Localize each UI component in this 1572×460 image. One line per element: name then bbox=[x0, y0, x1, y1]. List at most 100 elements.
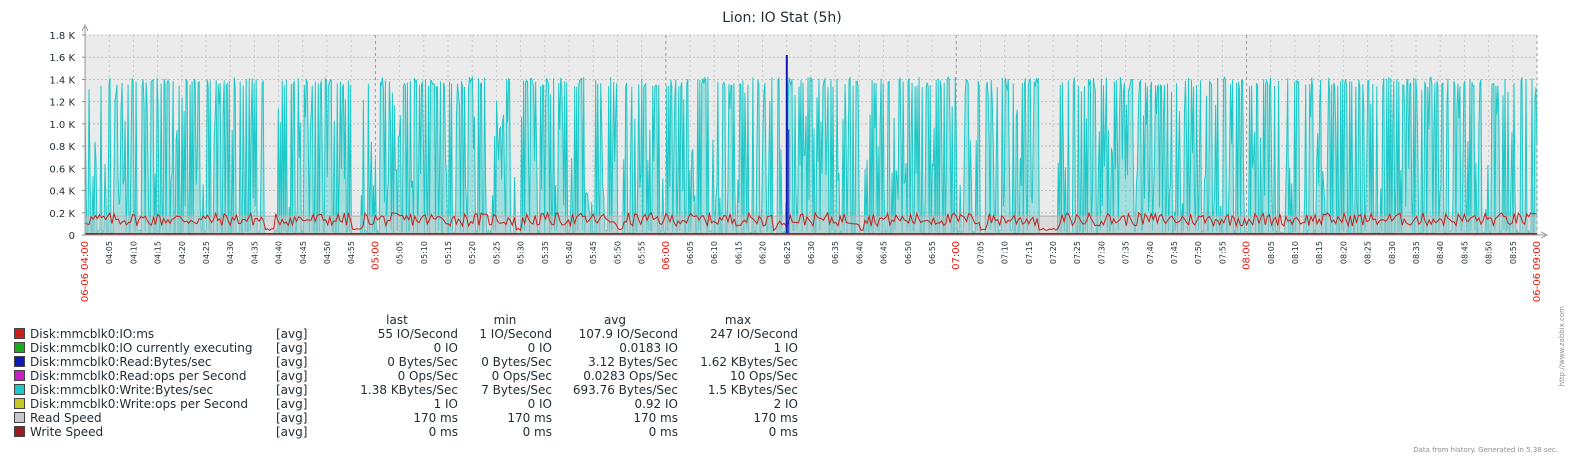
legend-max: 170 ms bbox=[753, 411, 798, 425]
x-tick-label: 04:30 bbox=[226, 241, 235, 264]
legend-min: 0 Ops/Sec bbox=[491, 369, 552, 383]
x-tick-label: 06:15 bbox=[734, 241, 743, 264]
x-tick-label: 08:25 bbox=[1364, 241, 1373, 264]
legend-max: 1 IO bbox=[773, 341, 798, 355]
x-tick-label: 05:00 bbox=[370, 241, 381, 270]
x-tick-label: 04:40 bbox=[275, 241, 284, 264]
x-tick-labels: 06-06 04:00 04:05 04:10 04:15 04:20 04:25 04:3… bbox=[80, 241, 1543, 302]
x-tick-label: 07:05 bbox=[976, 241, 985, 264]
legend-item: Disk:mmcblk0:IO currently executing bbox=[14, 341, 276, 355]
series-io-ms-line bbox=[84, 211, 1538, 232]
x-tick-label: 08:50 bbox=[1485, 241, 1494, 264]
legend-header-max: max bbox=[724, 313, 752, 327]
x-tick-label: 06-06 04:00 bbox=[80, 241, 91, 302]
legend-item-label: Write Speed bbox=[30, 425, 104, 439]
legend-item: Disk:mmcblk0:Write:Bytes/sec bbox=[14, 383, 276, 397]
legend-header-fn bbox=[276, 313, 336, 327]
legend-item: Disk:mmcblk0:IO:ms bbox=[14, 327, 276, 341]
series-write-bytes-line bbox=[84, 75, 1538, 236]
y-tick-label: 1.4 K bbox=[49, 75, 75, 86]
legend-swatch-magenta bbox=[14, 370, 25, 381]
legend-avg: 0.0183 IO bbox=[619, 341, 678, 355]
legend-min: 170 ms bbox=[507, 411, 552, 425]
legend-last: 55 IO/Second bbox=[377, 327, 458, 341]
legend-avg: 0.92 IO bbox=[634, 397, 678, 411]
x-tick-label: 07:25 bbox=[1073, 241, 1082, 264]
x-tick-label: 06-06 09:00 bbox=[1532, 241, 1543, 302]
legend-item: Read Speed bbox=[14, 411, 276, 425]
x-tick-label: 07:40 bbox=[1146, 241, 1155, 264]
legend-last: 0 Bytes/Sec bbox=[387, 355, 458, 369]
legend-header-min: min bbox=[493, 313, 517, 327]
x-tick-label: 04:20 bbox=[178, 241, 187, 264]
x-tick-label: 08:20 bbox=[1339, 241, 1348, 264]
legend-item-label: Disk:mmcblk0:Write:ops per Second bbox=[30, 397, 249, 411]
legend-item-label: Read Speed bbox=[30, 411, 102, 425]
x-tick-label: 06:30 bbox=[807, 241, 816, 264]
legend-swatch-red bbox=[14, 328, 25, 339]
legend-item: Disk:mmcblk0:Read:ops per Second bbox=[14, 369, 276, 383]
x-axis-arrow-icon bbox=[1540, 231, 1549, 239]
x-tick-label: 07:10 bbox=[1001, 241, 1010, 264]
legend-row: Read Speed [avg] 170 ms 170 ms 170 ms 17… bbox=[14, 411, 798, 425]
legend: last min avg max Disk:mmcblk0:IO:ms [avg… bbox=[14, 313, 798, 439]
footer-note: Data from history. Generated in 5.38 sec… bbox=[1413, 446, 1558, 454]
x-tick-label: 06:35 bbox=[831, 241, 840, 264]
legend-swatch-blue bbox=[14, 356, 25, 367]
y-tick-label: 0.4 K bbox=[49, 187, 75, 198]
legend-avg: 3.12 Bytes/Sec bbox=[588, 355, 678, 369]
y-tick-label: 0.6 K bbox=[49, 164, 75, 175]
legend-item: Disk:mmcblk0:Write:ops per Second bbox=[14, 397, 276, 411]
legend-item-label: Disk:mmcblk0:IO:ms bbox=[30, 327, 155, 341]
x-tick-label: 06:55 bbox=[928, 241, 937, 264]
legend-max: 247 IO/Second bbox=[710, 327, 798, 341]
x-tick-label: 04:35 bbox=[250, 241, 259, 264]
x-tick-label: 06:20 bbox=[759, 241, 768, 264]
legend-row: Disk:mmcblk0:Write:ops per Second [avg] … bbox=[14, 397, 798, 411]
x-tick-label: 05:35 bbox=[541, 241, 550, 264]
y-tick-label: 1.6 K bbox=[49, 53, 75, 64]
legend-row: Disk:mmcblk0:Read:ops per Second [avg] 0… bbox=[14, 369, 798, 383]
y-tick-label: 1.8 K bbox=[49, 31, 75, 42]
x-tick-label: 07:45 bbox=[1170, 241, 1179, 264]
legend-row: Write Speed [avg] 0 ms 0 ms 0 ms 0 ms bbox=[14, 425, 798, 439]
legend-min: 0 ms bbox=[522, 425, 552, 439]
y-tick-label: 0 bbox=[69, 231, 75, 242]
legend-item: Write Speed bbox=[14, 425, 276, 439]
legend-last: 0 Ops/Sec bbox=[397, 369, 458, 383]
legend-avg: 0.0283 Ops/Sec bbox=[583, 369, 678, 383]
zabbix-watermark: http://www.zabbix.com bbox=[1558, 306, 1566, 387]
legend-max: 1.62 KBytes/Sec bbox=[700, 355, 798, 369]
legend-avg: 693.76 Bytes/Sec bbox=[572, 383, 678, 397]
legend-swatch-darkred bbox=[14, 426, 25, 437]
x-tick-label: 04:10 bbox=[129, 241, 138, 264]
legend-item-label: Disk:mmcblk0:Read:ops per Second bbox=[30, 369, 247, 383]
legend-avg: 170 ms bbox=[633, 411, 678, 425]
legend-row: Disk:mmcblk0:IO:ms [avg] 55 IO/Second 1 … bbox=[14, 327, 798, 341]
x-tick-label: 05:30 bbox=[517, 241, 526, 264]
x-tick-label: 06:45 bbox=[880, 241, 889, 264]
x-tick-label: 07:00 bbox=[951, 241, 962, 270]
legend-min: 7 Bytes/Sec bbox=[481, 383, 552, 397]
legend-row: Disk:mmcblk0:Write:Bytes/sec [avg] 1.38 … bbox=[14, 383, 798, 397]
x-tick-label: 08:10 bbox=[1291, 241, 1300, 264]
legend-fn: [avg] bbox=[276, 369, 308, 383]
graph-svg: Lion: IO Stat (5h) 0 0.2 K 0.4 K 0.6 K 0.8 K… bbox=[49, 10, 1549, 302]
legend-min: 0 IO bbox=[527, 341, 552, 355]
legend-max: 2 IO bbox=[773, 397, 798, 411]
x-tick-label: 08:35 bbox=[1412, 241, 1421, 264]
series-write-bytes-area bbox=[85, 77, 1537, 235]
x-tick-label: 07:55 bbox=[1218, 241, 1227, 264]
legend-fn: [avg] bbox=[276, 397, 308, 411]
legend-fn: [avg] bbox=[276, 355, 308, 369]
legend-item-label: Disk:mmcblk0:Read:Bytes/sec bbox=[30, 355, 212, 369]
y-tick-labels: 0 0.2 K 0.4 K 0.6 K 0.8 K 1.0 K 1.2 K 1.4 K 1.6 … bbox=[49, 31, 75, 242]
legend-swatch-gray bbox=[14, 412, 25, 423]
legend-last: 0 ms bbox=[428, 425, 458, 439]
x-tick-label: 08:15 bbox=[1315, 241, 1324, 264]
legend-header-avg: avg bbox=[603, 313, 627, 327]
x-tick-label: 07:50 bbox=[1194, 241, 1203, 264]
x-tick-label: 08:00 bbox=[1242, 241, 1253, 270]
x-tick-label: 04:55 bbox=[347, 241, 356, 264]
x-tick-label: 05:50 bbox=[613, 241, 622, 264]
